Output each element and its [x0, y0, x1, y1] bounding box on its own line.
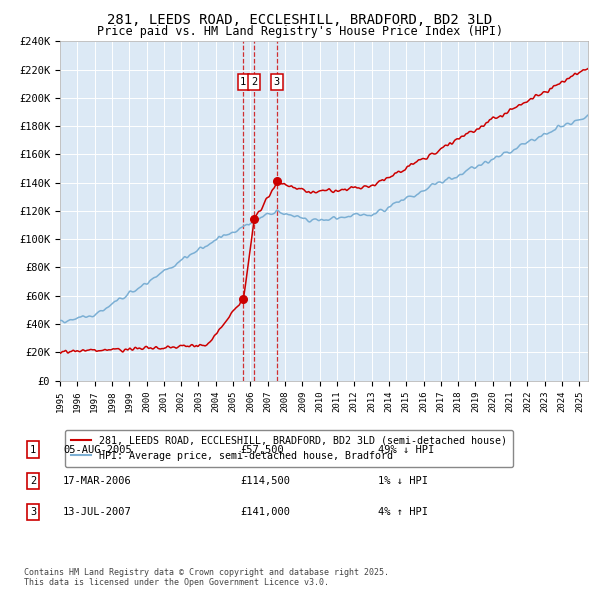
Text: £114,500: £114,500 — [240, 476, 290, 486]
Text: 17-MAR-2006: 17-MAR-2006 — [63, 476, 132, 486]
Text: Price paid vs. HM Land Registry's House Price Index (HPI): Price paid vs. HM Land Registry's House … — [97, 25, 503, 38]
Text: 05-AUG-2005: 05-AUG-2005 — [63, 445, 132, 454]
Text: 2: 2 — [251, 77, 257, 87]
Text: 4% ↑ HPI: 4% ↑ HPI — [378, 507, 428, 517]
Text: £141,000: £141,000 — [240, 507, 290, 517]
Text: 2: 2 — [30, 476, 36, 486]
Text: 49% ↓ HPI: 49% ↓ HPI — [378, 445, 434, 454]
Text: 3: 3 — [274, 77, 280, 87]
Text: Contains HM Land Registry data © Crown copyright and database right 2025.
This d: Contains HM Land Registry data © Crown c… — [24, 568, 389, 587]
Text: 13-JUL-2007: 13-JUL-2007 — [63, 507, 132, 517]
Text: 1: 1 — [240, 77, 247, 87]
Text: 3: 3 — [30, 507, 36, 517]
Text: 1: 1 — [30, 445, 36, 454]
Text: £57,500: £57,500 — [240, 445, 284, 454]
Text: 281, LEEDS ROAD, ECCLESHILL, BRADFORD, BD2 3LD: 281, LEEDS ROAD, ECCLESHILL, BRADFORD, B… — [107, 13, 493, 27]
Legend: 281, LEEDS ROAD, ECCLESHILL, BRADFORD, BD2 3LD (semi-detached house), HPI: Avera: 281, LEEDS ROAD, ECCLESHILL, BRADFORD, B… — [65, 430, 513, 467]
Text: 1% ↓ HPI: 1% ↓ HPI — [378, 476, 428, 486]
